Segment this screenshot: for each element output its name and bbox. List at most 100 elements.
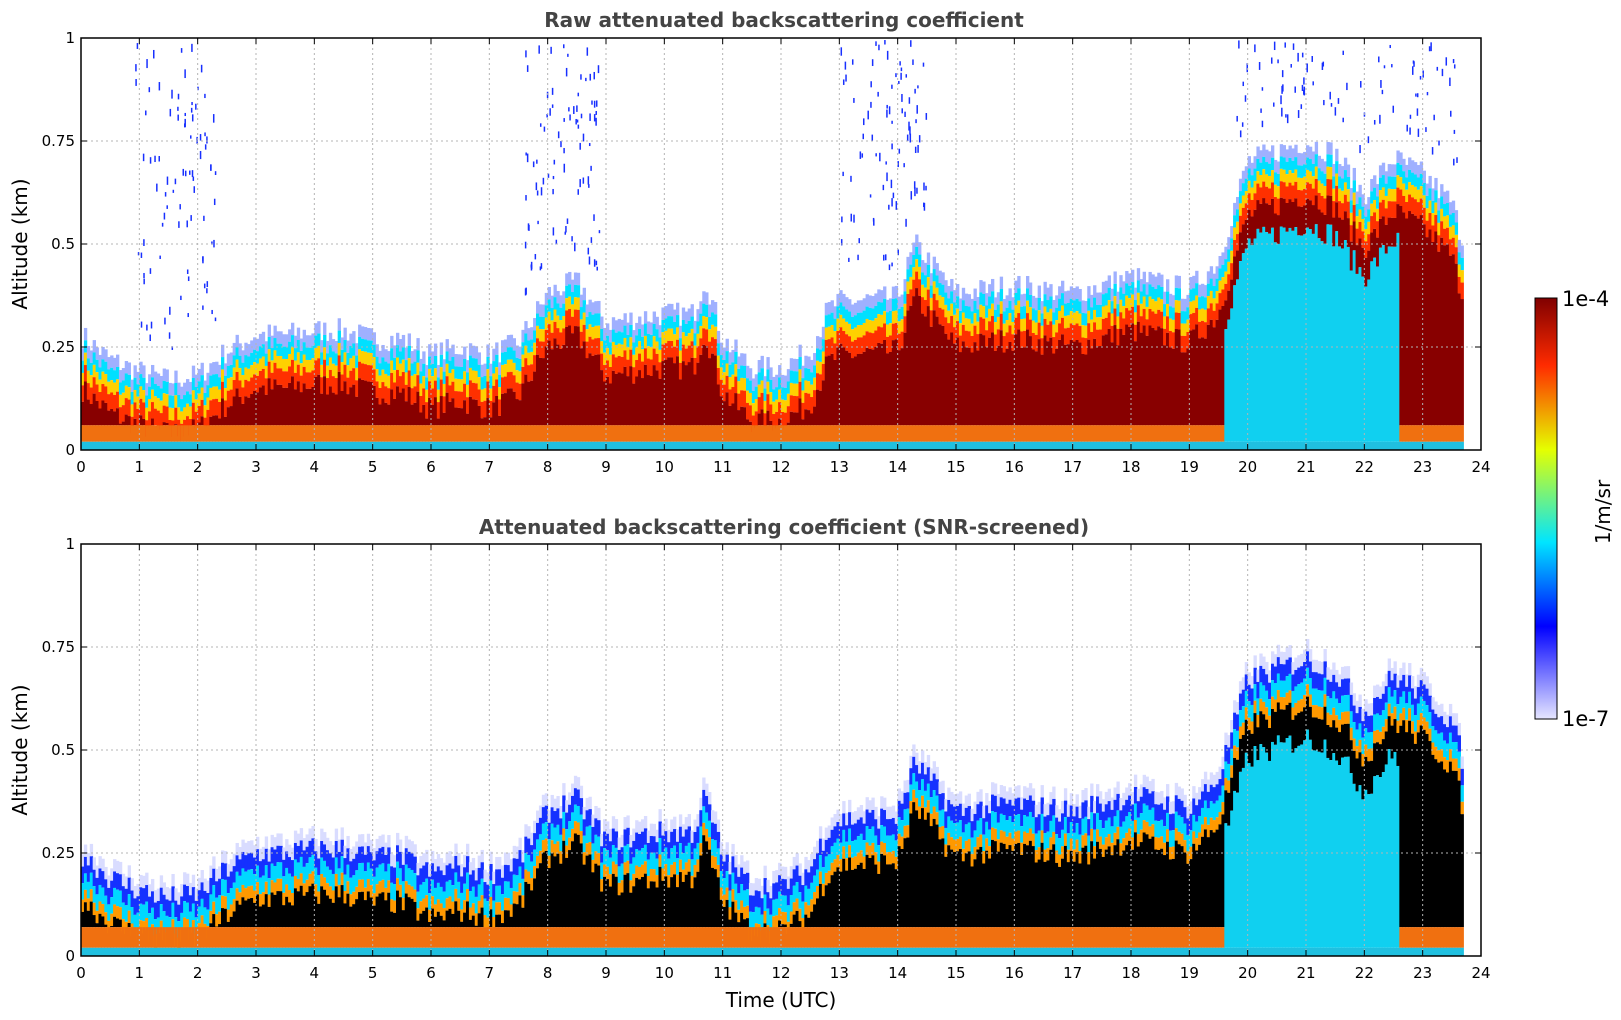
heatmap-cell	[591, 859, 595, 873]
heatmap-cell	[293, 372, 298, 390]
heatmap-cell	[1133, 425, 1138, 442]
heatmap-cell	[328, 386, 333, 426]
heatmap-cell	[83, 947, 88, 956]
heatmap-cell	[1096, 317, 1100, 330]
noise-speck	[1281, 107, 1283, 117]
heatmap-cell	[594, 806, 598, 819]
noise-speck	[904, 111, 906, 117]
heatmap-cell	[1195, 324, 1199, 426]
heatmap-cell	[524, 321, 528, 334]
noise-speck	[885, 254, 887, 261]
heatmap-cell	[1297, 235, 1301, 442]
heatmap-cell	[226, 921, 231, 928]
heatmap-cell	[518, 866, 522, 884]
heatmap-cell	[413, 844, 417, 857]
heatmap-cell	[203, 380, 207, 393]
heatmap-cell	[197, 422, 201, 426]
heatmap-cell	[1335, 161, 1339, 174]
heatmap-cell	[1314, 224, 1319, 442]
heatmap-cell	[267, 906, 271, 928]
heatmap-cell	[1227, 261, 1231, 275]
heatmap-cell	[416, 391, 420, 426]
noise-speck	[143, 239, 145, 246]
heatmap-cell	[1183, 311, 1187, 324]
heatmap-cell	[1384, 183, 1389, 196]
noise-speck	[1438, 140, 1440, 146]
heatmap-cell	[197, 906, 201, 924]
noise-speck	[589, 113, 591, 121]
heatmap-cell	[250, 377, 254, 395]
heatmap-cell	[1008, 425, 1012, 442]
heatmap-cell	[649, 441, 654, 450]
heatmap-cell	[401, 897, 406, 911]
heatmap-cell	[477, 913, 481, 928]
heatmap-cell	[1186, 307, 1190, 320]
heatmap-cell	[355, 886, 359, 900]
heatmap-cell	[746, 378, 750, 391]
heatmap-cell	[594, 863, 598, 928]
heatmap-cell	[457, 927, 461, 948]
noise-speck	[1323, 99, 1325, 106]
heatmap-cell	[448, 348, 452, 361]
heatmap-cell	[320, 841, 324, 858]
heatmap-cell	[127, 922, 131, 928]
heatmap-cell	[174, 370, 178, 383]
noise-speck	[898, 148, 901, 154]
heatmap-cell	[894, 298, 899, 311]
heatmap-cell	[293, 947, 298, 956]
heatmap-cell	[264, 881, 269, 895]
heatmap-cell	[678, 350, 683, 363]
heatmap-cell	[1437, 210, 1441, 223]
heatmap-cell	[506, 347, 511, 360]
heatmap-cell	[1026, 276, 1030, 289]
heatmap-cell	[1028, 282, 1033, 295]
heatmap-cell	[200, 882, 204, 899]
heatmap-cell	[1075, 441, 1079, 450]
heatmap-cell	[396, 357, 400, 370]
heatmap-cell	[941, 272, 945, 285]
heatmap-cell	[118, 874, 123, 891]
heatmap-cell	[1259, 175, 1263, 188]
heatmap-cell	[1381, 245, 1386, 442]
heatmap-cell	[851, 358, 855, 426]
heatmap-cell	[1206, 425, 1211, 442]
heatmap-cell	[293, 842, 298, 860]
heatmap-cell	[212, 374, 216, 387]
heatmap-cell	[521, 366, 525, 384]
heatmap-cell	[597, 300, 601, 314]
heatmap-cell	[1084, 325, 1088, 339]
heatmap-cell	[906, 293, 910, 311]
heatmap-cell	[1101, 306, 1106, 319]
heatmap-cell	[229, 904, 234, 917]
heatmap-cell	[929, 310, 934, 327]
heatmap-cell	[588, 809, 592, 826]
noise-speck	[1273, 41, 1276, 51]
heatmap-cell	[1457, 293, 1461, 426]
heatmap-cell	[1358, 441, 1362, 450]
heatmap-cell	[1157, 425, 1161, 442]
heatmap-cell	[267, 425, 271, 442]
heatmap-cell	[212, 927, 216, 948]
heatmap-cell	[1373, 441, 1377, 450]
heatmap-cell	[1017, 441, 1021, 450]
heatmap-cell	[124, 385, 129, 399]
heatmap-cell	[156, 927, 161, 948]
heatmap-cell	[416, 350, 420, 363]
heatmap-cell	[334, 365, 339, 379]
heatmap-cell	[594, 325, 598, 339]
heatmap-cell	[1343, 194, 1348, 212]
heatmap-cell	[611, 441, 616, 450]
heatmap-cell	[880, 425, 884, 442]
noise-speck	[891, 198, 893, 207]
heatmap-cell	[422, 388, 426, 405]
heatmap-cell	[326, 365, 330, 379]
heatmap-cell	[1457, 252, 1461, 265]
heatmap-cell	[1297, 441, 1301, 450]
heatmap-cell	[244, 342, 248, 356]
heatmap-cell	[518, 895, 522, 928]
heatmap-cell	[1393, 201, 1397, 218]
heatmap-cell	[1332, 164, 1336, 177]
heatmap-cell	[929, 326, 934, 426]
heatmap-cell	[480, 849, 484, 863]
heatmap-cell	[938, 441, 942, 450]
